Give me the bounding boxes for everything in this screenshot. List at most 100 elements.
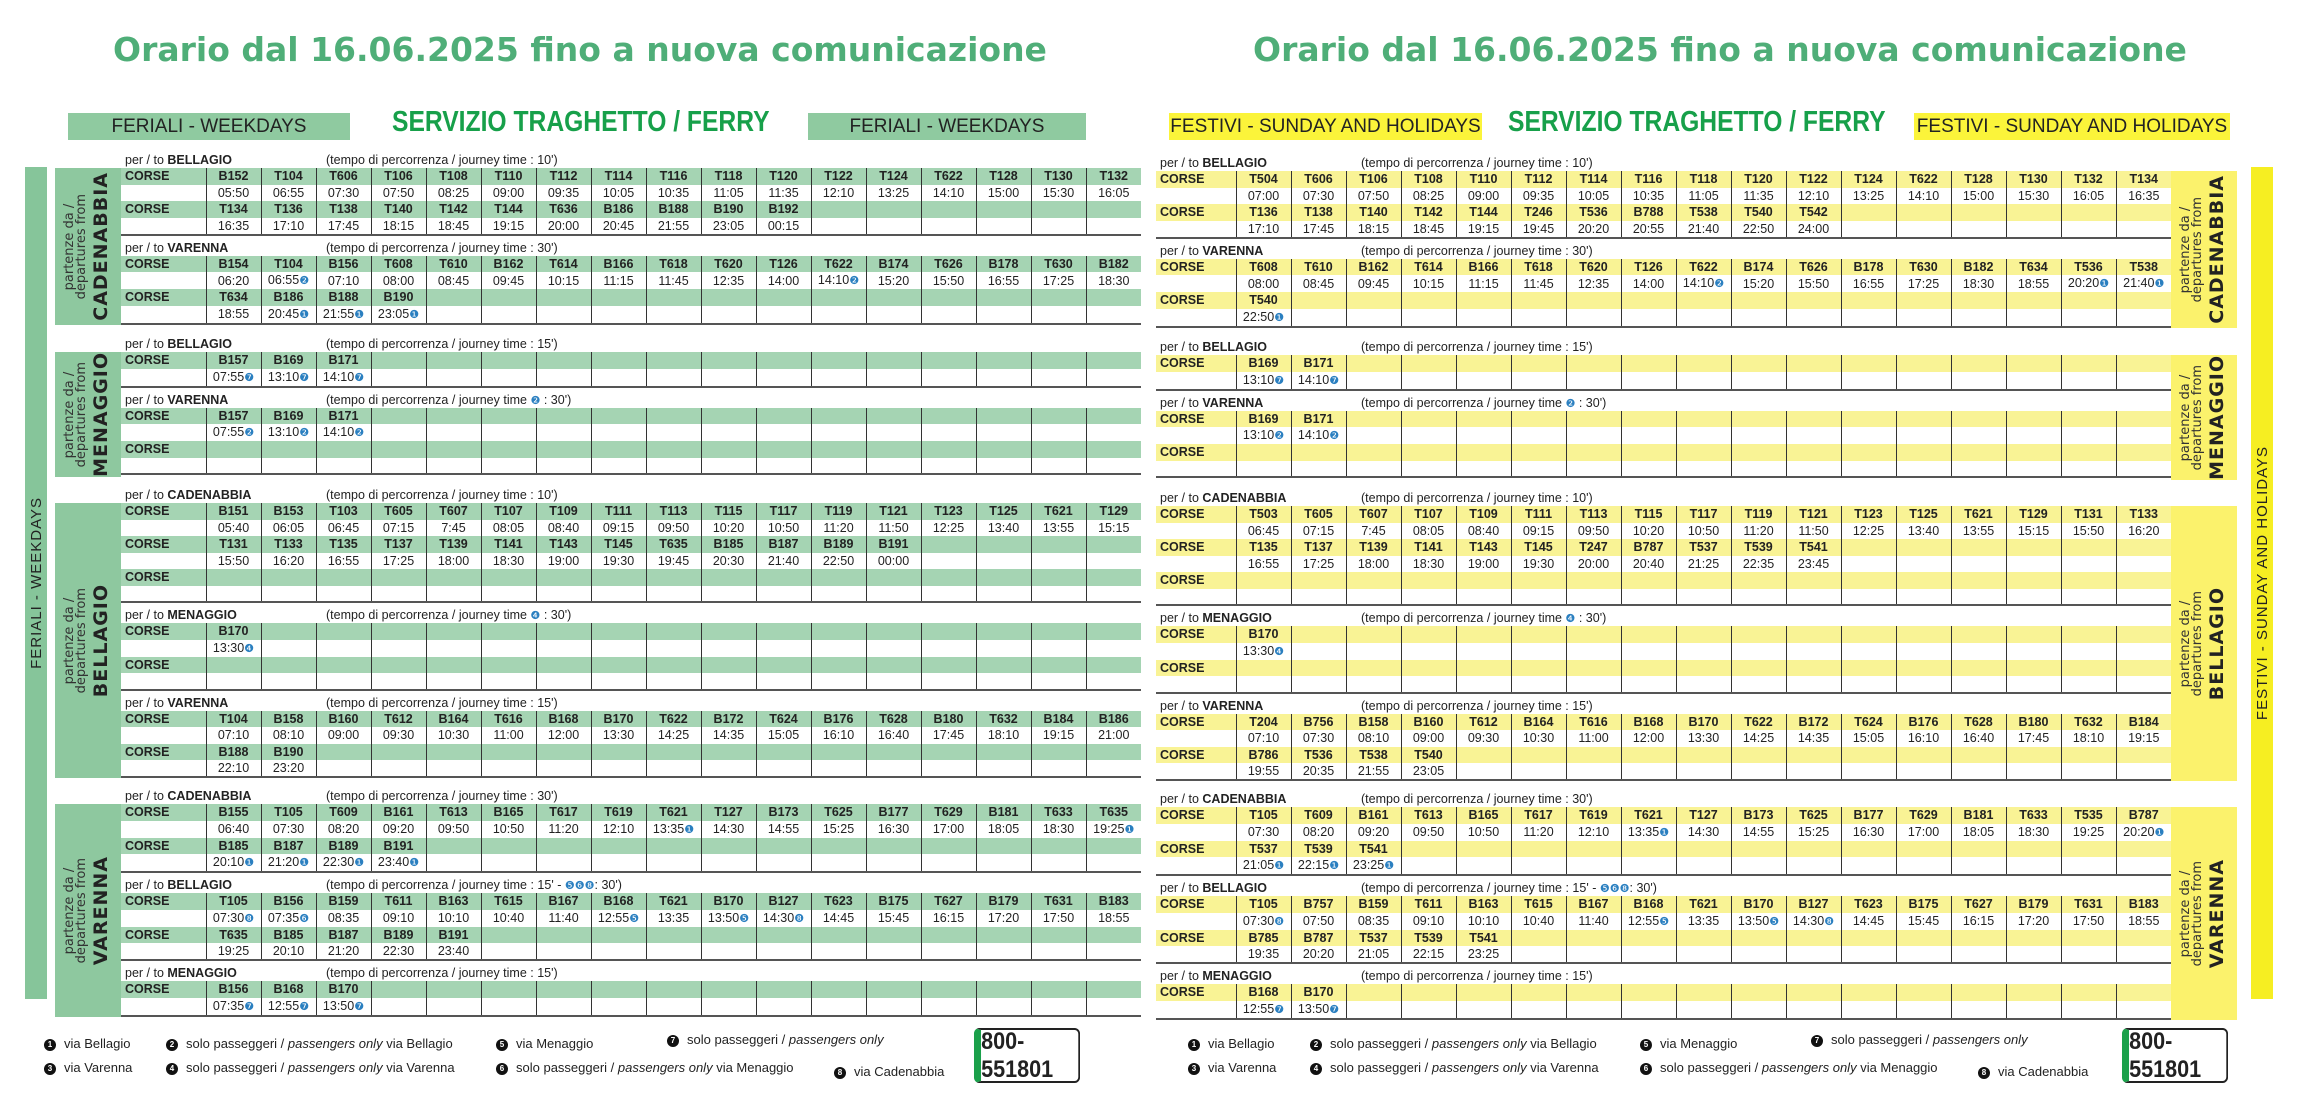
run-number — [755, 407, 811, 424]
run-number: B161 — [1345, 807, 1401, 824]
departure-time: 17:45 — [2005, 730, 2061, 747]
empty-label — [1156, 556, 1236, 573]
run-number — [810, 289, 866, 306]
departure-time: 09:45 — [1345, 275, 1401, 292]
run-number: T138 — [315, 201, 371, 218]
run-number — [975, 623, 1031, 640]
note-marker-icon: 4 — [1310, 1062, 1322, 1075]
run-number — [535, 289, 591, 306]
run-number — [1675, 659, 1731, 676]
run-number — [1345, 410, 1401, 427]
run-number-row: CORSE T134 T136 T138 T140 T142 T144 T636 B186 B18… — [121, 201, 1141, 218]
run-number: B185 — [205, 837, 261, 854]
run-number — [920, 743, 976, 760]
run-number — [975, 441, 1031, 458]
run-number — [865, 441, 921, 458]
route-timetable: CORSE B157 B169 B171 07:55❷ 13:10❷ 14:10❷ CORSE — [121, 407, 1141, 475]
departure-time: 00:15 — [755, 217, 811, 235]
departure-time — [1840, 371, 1896, 390]
run-number — [810, 201, 866, 218]
empty-label — [1156, 730, 1236, 747]
route-label: per / to BELLAGIO (tempo di percorrenza /… — [1156, 151, 2171, 171]
run-number: T132 — [2060, 171, 2116, 188]
departure-time: 09:50 — [1400, 823, 1456, 841]
departure-time: 18:30 — [1030, 820, 1086, 838]
departure-time — [1730, 946, 1786, 963]
day-type-label: FESTIVI - SUNDAY AND HOLIDAYS — [2253, 445, 2271, 721]
run-number — [700, 656, 756, 673]
note-marker-icon: ❶ — [2154, 277, 2165, 290]
departure-time: 07:15 — [1290, 522, 1346, 539]
run-number — [1785, 410, 1841, 427]
run-number-row: CORSE T136 T138 T140 T142 T144 T246 T536 B788 T53… — [1156, 204, 2171, 221]
departure-time — [2005, 460, 2061, 477]
departure-time: 14:10❷ — [1290, 427, 1346, 444]
run-number — [1950, 410, 2006, 427]
departure-time — [1950, 308, 2006, 327]
departure-time — [1565, 460, 1621, 477]
run-number: T131 — [205, 536, 261, 553]
departure-time: 08:00 — [1235, 275, 1291, 292]
departure-time — [1895, 555, 1951, 572]
run-number — [1510, 444, 1566, 461]
departure-time-row: 07:00 07:30 07:50 08:25 09:00 09:35 10:05 10:35… — [1156, 187, 2171, 205]
run-number — [1235, 444, 1291, 461]
run-number: T112 — [535, 168, 591, 185]
run-number: B178 — [1840, 258, 1896, 275]
corse-label: CORSE — [1160, 507, 1205, 522]
run-number: B173 — [755, 804, 811, 821]
run-number: T630 — [1895, 258, 1951, 275]
departures-from-label: partenze da / departures from — [2178, 861, 2205, 966]
departure-time: 07:35❻ — [260, 909, 316, 927]
route-timetable: CORSE B170 13:30❹ CORSE — [121, 623, 1141, 691]
departure-time — [1510, 763, 1566, 780]
corse-label: CORSE — [1160, 411, 1205, 426]
departure-time: 17:10 — [260, 217, 316, 235]
departure-time: 20:55 — [1620, 220, 1676, 238]
run-number-row: CORSE B156 B168 B170 — [121, 981, 1141, 998]
departure-time: 12:55❼ — [1235, 1000, 1291, 1019]
departure-time — [1950, 1000, 2006, 1019]
departure-time — [1675, 427, 1731, 444]
departure-time — [2060, 460, 2116, 477]
run-number: T618 — [645, 255, 701, 272]
departure-time: 14:55 — [1730, 823, 1786, 841]
run-number: T537 — [1345, 929, 1401, 946]
legend-italic: passengers only — [1431, 1036, 1527, 1051]
run-number-row: CORSE B169 B171 — [1156, 355, 2171, 372]
run-number: T109 — [1455, 506, 1511, 523]
departure-time: 12:25 — [1840, 522, 1896, 539]
run-number — [1455, 355, 1511, 372]
run-number — [755, 289, 811, 306]
departure-time — [645, 585, 701, 602]
run-number — [810, 407, 866, 424]
run-number: T628 — [1950, 713, 2006, 730]
run-number: T122 — [810, 168, 866, 185]
run-number: T110 — [1455, 171, 1511, 188]
note-marker-icon: ❺ — [739, 911, 750, 925]
departure-time: 09:30 — [370, 727, 426, 744]
run-number-row: CORSE B170 — [121, 623, 1141, 640]
run-number — [975, 536, 1031, 553]
departure-time: 12:25 — [920, 519, 976, 536]
note-marker-icon: 5 — [496, 1038, 508, 1051]
run-number — [2060, 204, 2116, 221]
station-section: partenze da / departures from BELLAGIO per … — [1156, 486, 2237, 781]
departures-label-en: departures from — [2190, 590, 2205, 697]
run-number — [1085, 623, 1141, 640]
departure-time — [2005, 642, 2061, 660]
empty-label — [1156, 913, 1236, 930]
departure-time — [810, 854, 866, 872]
schedule-type-badge: FESTIVI - SUNDAY AND HOLIDAYS — [1914, 113, 2230, 140]
empty-label — [121, 424, 206, 441]
run-number — [2115, 929, 2171, 946]
run-number — [1400, 444, 1456, 461]
departure-time — [1400, 371, 1456, 390]
corse-label: CORSE — [1160, 808, 1205, 823]
run-number — [1785, 984, 1841, 1001]
departure-time — [1950, 676, 2006, 693]
departure-time — [2060, 1000, 2116, 1019]
empty-label — [1156, 188, 1236, 205]
departure-time — [2005, 371, 2061, 390]
run-number: T111 — [1510, 506, 1566, 523]
